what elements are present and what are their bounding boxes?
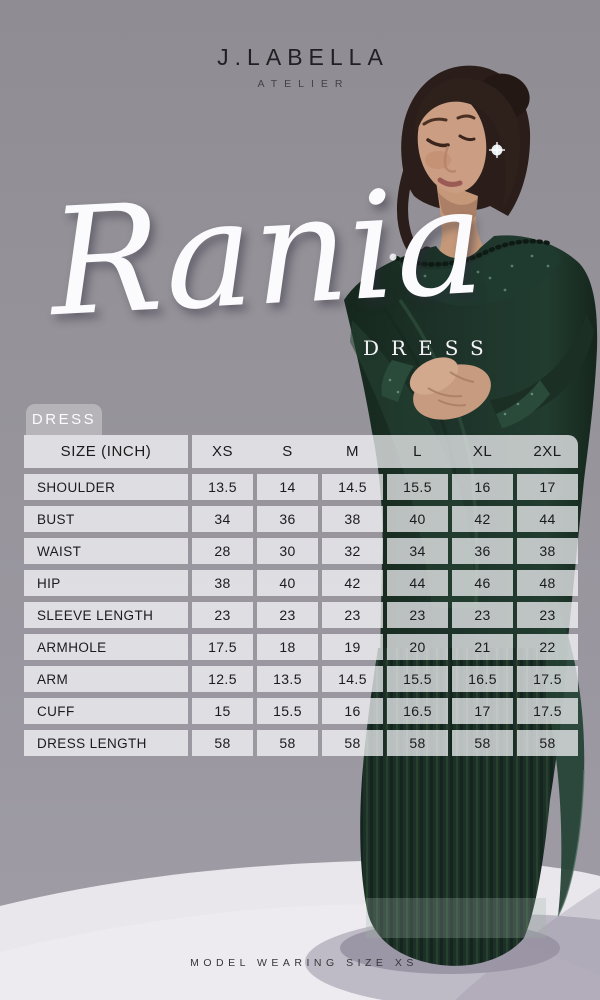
size-chart-cell: 16.5	[387, 698, 448, 724]
model-size-note: MODEL WEARING SIZE XS	[190, 957, 418, 969]
model-hands	[409, 357, 491, 420]
size-chart-cell: 58	[192, 730, 253, 756]
size-chart-cell: 15.5	[387, 474, 448, 500]
size-chart-cell: 23	[517, 602, 578, 628]
size-chart-row-label: BUST	[24, 506, 188, 532]
size-chart-cell: 34	[192, 506, 253, 532]
size-chart-cell: 14.5	[322, 666, 383, 692]
brand-block: J.LABELLA ATELIER	[0, 44, 600, 90]
size-chart-cell: 22	[517, 634, 578, 660]
size-header: S	[282, 443, 293, 460]
size-chart-cell: 16	[322, 698, 383, 724]
size-chart-cell: 17.5	[517, 666, 578, 692]
size-chart-cell: 38	[517, 538, 578, 564]
size-chart-cell: 40	[257, 570, 318, 596]
size-chart-cell: 14.5	[322, 474, 383, 500]
earring	[489, 142, 505, 158]
dress-skirt	[360, 648, 568, 966]
size-chart-cell: 36	[257, 506, 318, 532]
corner-shadow	[455, 888, 600, 1000]
size-chart-cell: 16.5	[452, 666, 513, 692]
size-chart-row-label: SHOULDER	[24, 474, 188, 500]
size-header: XS	[211, 443, 233, 460]
size-chart-cell: 20	[387, 634, 448, 660]
size-chart-cell: 13.5	[257, 666, 318, 692]
size-chart-cell: 38	[322, 506, 383, 532]
size-chart-cell: 42	[452, 506, 513, 532]
size-chart-row-label: CUFF	[24, 698, 188, 724]
size-chart-cell: 58	[517, 730, 578, 756]
size-chart-cell: 42	[322, 570, 383, 596]
size-header: L	[413, 443, 422, 460]
size-chart-cell: 36	[452, 538, 513, 564]
size-header: M	[346, 443, 359, 460]
size-chart-cell: 58	[452, 730, 513, 756]
lace-cuff-left	[381, 360, 414, 402]
size-chart-row-label: DRESS LENGTH	[24, 730, 188, 756]
size-chart-cell: 23	[192, 602, 253, 628]
size-chart-cell: 34	[387, 538, 448, 564]
size-chart-cell: 15.5	[257, 698, 318, 724]
product-name-script: Rania	[45, 154, 489, 350]
size-chart-cell: 12.5	[192, 666, 253, 692]
size-chart-row-label: HIP	[24, 570, 188, 596]
product-type-label: DRESS	[363, 336, 496, 360]
size-chart-cell: 23	[452, 602, 513, 628]
size-header: 2XL	[533, 443, 562, 460]
brand-logo: J.LABELLA	[217, 44, 389, 70]
size-chart-cell: 14	[257, 474, 318, 500]
size-chart-cell: 16	[452, 474, 513, 500]
size-chart-row-label: ARM	[24, 666, 188, 692]
size-chart-cell: 28	[192, 538, 253, 564]
size-chart-size-header-band: XS S M L XL 2XL	[192, 435, 578, 468]
size-chart-row-label: WAIST	[24, 538, 188, 564]
size-chart-cell: 38	[192, 570, 253, 596]
size-chart-row-label: ARMHOLE	[24, 634, 188, 660]
sleeve-right	[490, 314, 594, 420]
size-chart-cell: 44	[387, 570, 448, 596]
lace-cuff-right	[496, 380, 550, 428]
size-chart-cell: 23	[322, 602, 383, 628]
size-chart-cell: 23	[257, 602, 318, 628]
size-chart-cell: 21	[452, 634, 513, 660]
size-chart-tab: DRESS	[26, 404, 102, 435]
size-chart-cell: 17	[452, 698, 513, 724]
size-chart-cell: 32	[322, 538, 383, 564]
size-chart-cell: 17.5	[192, 634, 253, 660]
size-chart-cell: 46	[452, 570, 513, 596]
lace-yoke	[398, 244, 562, 307]
size-chart-cell: 58	[322, 730, 383, 756]
size-chart-cell: 17.5	[517, 698, 578, 724]
size-chart-unit-header: SIZE (INCH)	[24, 435, 188, 468]
size-chart-cell: 18	[257, 634, 318, 660]
size-chart-cell: 58	[257, 730, 318, 756]
size-chart-cell: 44	[517, 506, 578, 532]
size-chart: SIZE (INCH) XS S M L XL 2XL SHOULDER 13.5 14 14.5 1…	[24, 435, 578, 756]
size-chart-cell: 17	[517, 474, 578, 500]
size-chart-cell: 30	[257, 538, 318, 564]
size-chart-cell: 19	[322, 634, 383, 660]
size-chart-cell: 15	[192, 698, 253, 724]
size-chart-cell: 15.5	[387, 666, 448, 692]
size-chart-cell: 48	[517, 570, 578, 596]
size-header: XL	[472, 443, 493, 460]
size-chart-cell: 58	[387, 730, 448, 756]
size-chart-cell: 23	[387, 602, 448, 628]
brand-tagline: ATELIER	[257, 78, 350, 90]
size-chart-cell: 13.5	[192, 474, 253, 500]
size-chart-cell: 40	[387, 506, 448, 532]
size-chart-row-label: SLEEVE LENGTH	[24, 602, 188, 628]
